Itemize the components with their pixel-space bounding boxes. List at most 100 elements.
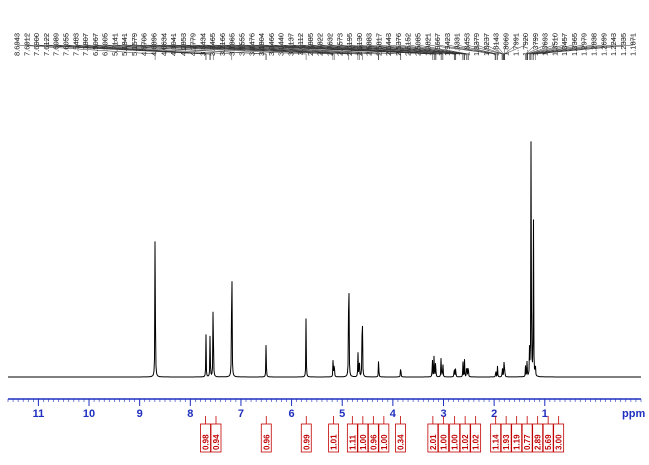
peak-leader-line xyxy=(192,35,380,60)
peak-leader-line xyxy=(36,35,207,60)
integral-value: 0.34 xyxy=(395,416,406,453)
integral-value: 1.11 xyxy=(346,416,358,453)
peak-leader-line xyxy=(280,35,442,60)
integral-label: 0.77 xyxy=(523,434,532,450)
x-axis-tick-label: 7 xyxy=(238,408,244,420)
peak-leader-line xyxy=(339,35,457,60)
peak-leader-line xyxy=(16,35,156,60)
peak-leader-line xyxy=(104,35,267,60)
integral-value: 1.00 xyxy=(437,416,449,453)
peak-leader-line xyxy=(504,35,516,60)
integral-value: 0.98 xyxy=(200,416,211,453)
integral-value: 1.00 xyxy=(357,416,369,453)
peak-leader-line xyxy=(398,35,468,60)
peak-leader-line xyxy=(349,35,464,60)
peak-leader-line xyxy=(65,35,211,60)
x-axis-tick-label: 6 xyxy=(289,408,295,420)
integral-label: 0.34 xyxy=(397,434,406,450)
integral-label: 0.96 xyxy=(262,434,271,450)
integral-value: 0.99 xyxy=(300,416,312,453)
peak-leader-line xyxy=(526,35,556,60)
integral-label: 1.02 xyxy=(461,434,470,450)
spectrum-trace xyxy=(8,141,641,378)
x-axis-tick-label: 9 xyxy=(137,408,143,420)
peak-leader-line xyxy=(527,35,575,60)
peak-leader-line xyxy=(310,35,455,60)
peak-leader-line xyxy=(529,35,585,60)
x-axis-tick-label: 1 xyxy=(542,408,548,420)
peak-leader-line xyxy=(134,35,335,60)
peak-leader-line xyxy=(319,35,455,60)
peak-leader-line xyxy=(358,35,464,60)
integral-label: 2.01 xyxy=(429,434,438,450)
x-axis xyxy=(7,398,642,406)
peak-leaders xyxy=(16,35,634,60)
peak-leader-line xyxy=(163,35,360,60)
integral-labels: 0.98 0.94 0.96 0.99 1.01 1.11 1.00 0.96 1.00 0.34… xyxy=(200,416,565,453)
integral-label: 1.01 xyxy=(330,434,339,450)
integral-label: 3.00 xyxy=(555,434,564,450)
peak-leader-line xyxy=(533,35,614,60)
x-axis-minor-ticks xyxy=(7,399,642,402)
peak-leader-line xyxy=(368,35,465,60)
peak-leader-line xyxy=(437,35,497,60)
integral-label: 0.99 xyxy=(302,434,311,450)
peak-leader-line xyxy=(153,35,359,60)
integral-label: 0.96 xyxy=(369,434,378,450)
integral-value: 0.94 xyxy=(210,416,222,453)
peak-leader-line xyxy=(476,35,503,60)
peak-leader-line xyxy=(456,35,498,60)
integral-value: 1.14 xyxy=(490,416,502,453)
peak-leader-line xyxy=(114,35,307,60)
peak-leader-line xyxy=(261,35,435,60)
peak-leader-line xyxy=(407,35,469,60)
peak-leader-line xyxy=(503,35,507,60)
integral-label: 0.94 xyxy=(212,434,221,450)
peak-leader-line xyxy=(75,35,214,60)
integral-value: 1.00 xyxy=(378,416,390,453)
peak-leader-line xyxy=(495,35,504,60)
peak-leader-line xyxy=(300,35,444,60)
peak-leader-line xyxy=(212,35,401,60)
peak-leader-line xyxy=(427,35,496,60)
peak-leader-line xyxy=(388,35,467,60)
peak-leader-line xyxy=(527,35,565,60)
integral-value: 1.01 xyxy=(328,416,340,453)
peak-leader-line xyxy=(85,35,233,60)
peak-leader-line xyxy=(525,35,546,60)
integral-value: 0.96 xyxy=(367,416,379,453)
peak-leader-line xyxy=(173,35,363,60)
integral-value: 1.19 xyxy=(511,416,523,453)
integral-label: 5.69 xyxy=(544,434,553,450)
peak-leader-line xyxy=(329,35,456,60)
peak-leader-line xyxy=(231,35,435,60)
integral-label: 1.00 xyxy=(359,434,368,450)
peak-leader-line xyxy=(94,35,267,60)
integral-label: 1.00 xyxy=(451,434,460,450)
peak-leader-line xyxy=(535,35,634,60)
integral-value: 1.02 xyxy=(459,416,471,453)
x-axis-tick-label: 2 xyxy=(491,408,497,420)
integral-label: 1.00 xyxy=(439,434,448,450)
x-axis-tick-label: 10 xyxy=(83,408,95,420)
integral-label: 1.00 xyxy=(380,434,389,450)
peak-leader-line xyxy=(532,35,624,60)
peak-leader-line xyxy=(504,35,526,60)
integral-label: 1.93 xyxy=(502,434,511,450)
x-axis-tick-labels: 11 10 9 8 7 6 5 4 3 2 1 xyxy=(33,408,548,420)
integral-label: 1.11 xyxy=(348,434,357,450)
x-axis-tick-label: 3 xyxy=(440,408,446,420)
integral-value: 0.96 xyxy=(260,416,272,453)
x-axis-tick-label: 8 xyxy=(187,408,193,420)
peak-leader-line xyxy=(530,35,595,60)
x-axis-tick-label: 5 xyxy=(339,408,345,420)
integral-label: 2.89 xyxy=(534,434,543,450)
peak-leader-line xyxy=(417,35,469,60)
integral-value: 0.77 xyxy=(521,416,533,453)
integral-label: 0.98 xyxy=(202,434,211,450)
peak-leader-line xyxy=(530,35,604,60)
integral-label: 1.02 xyxy=(472,434,481,450)
integral-value: 2.89 xyxy=(532,416,544,453)
peak-leader-line xyxy=(446,35,498,60)
